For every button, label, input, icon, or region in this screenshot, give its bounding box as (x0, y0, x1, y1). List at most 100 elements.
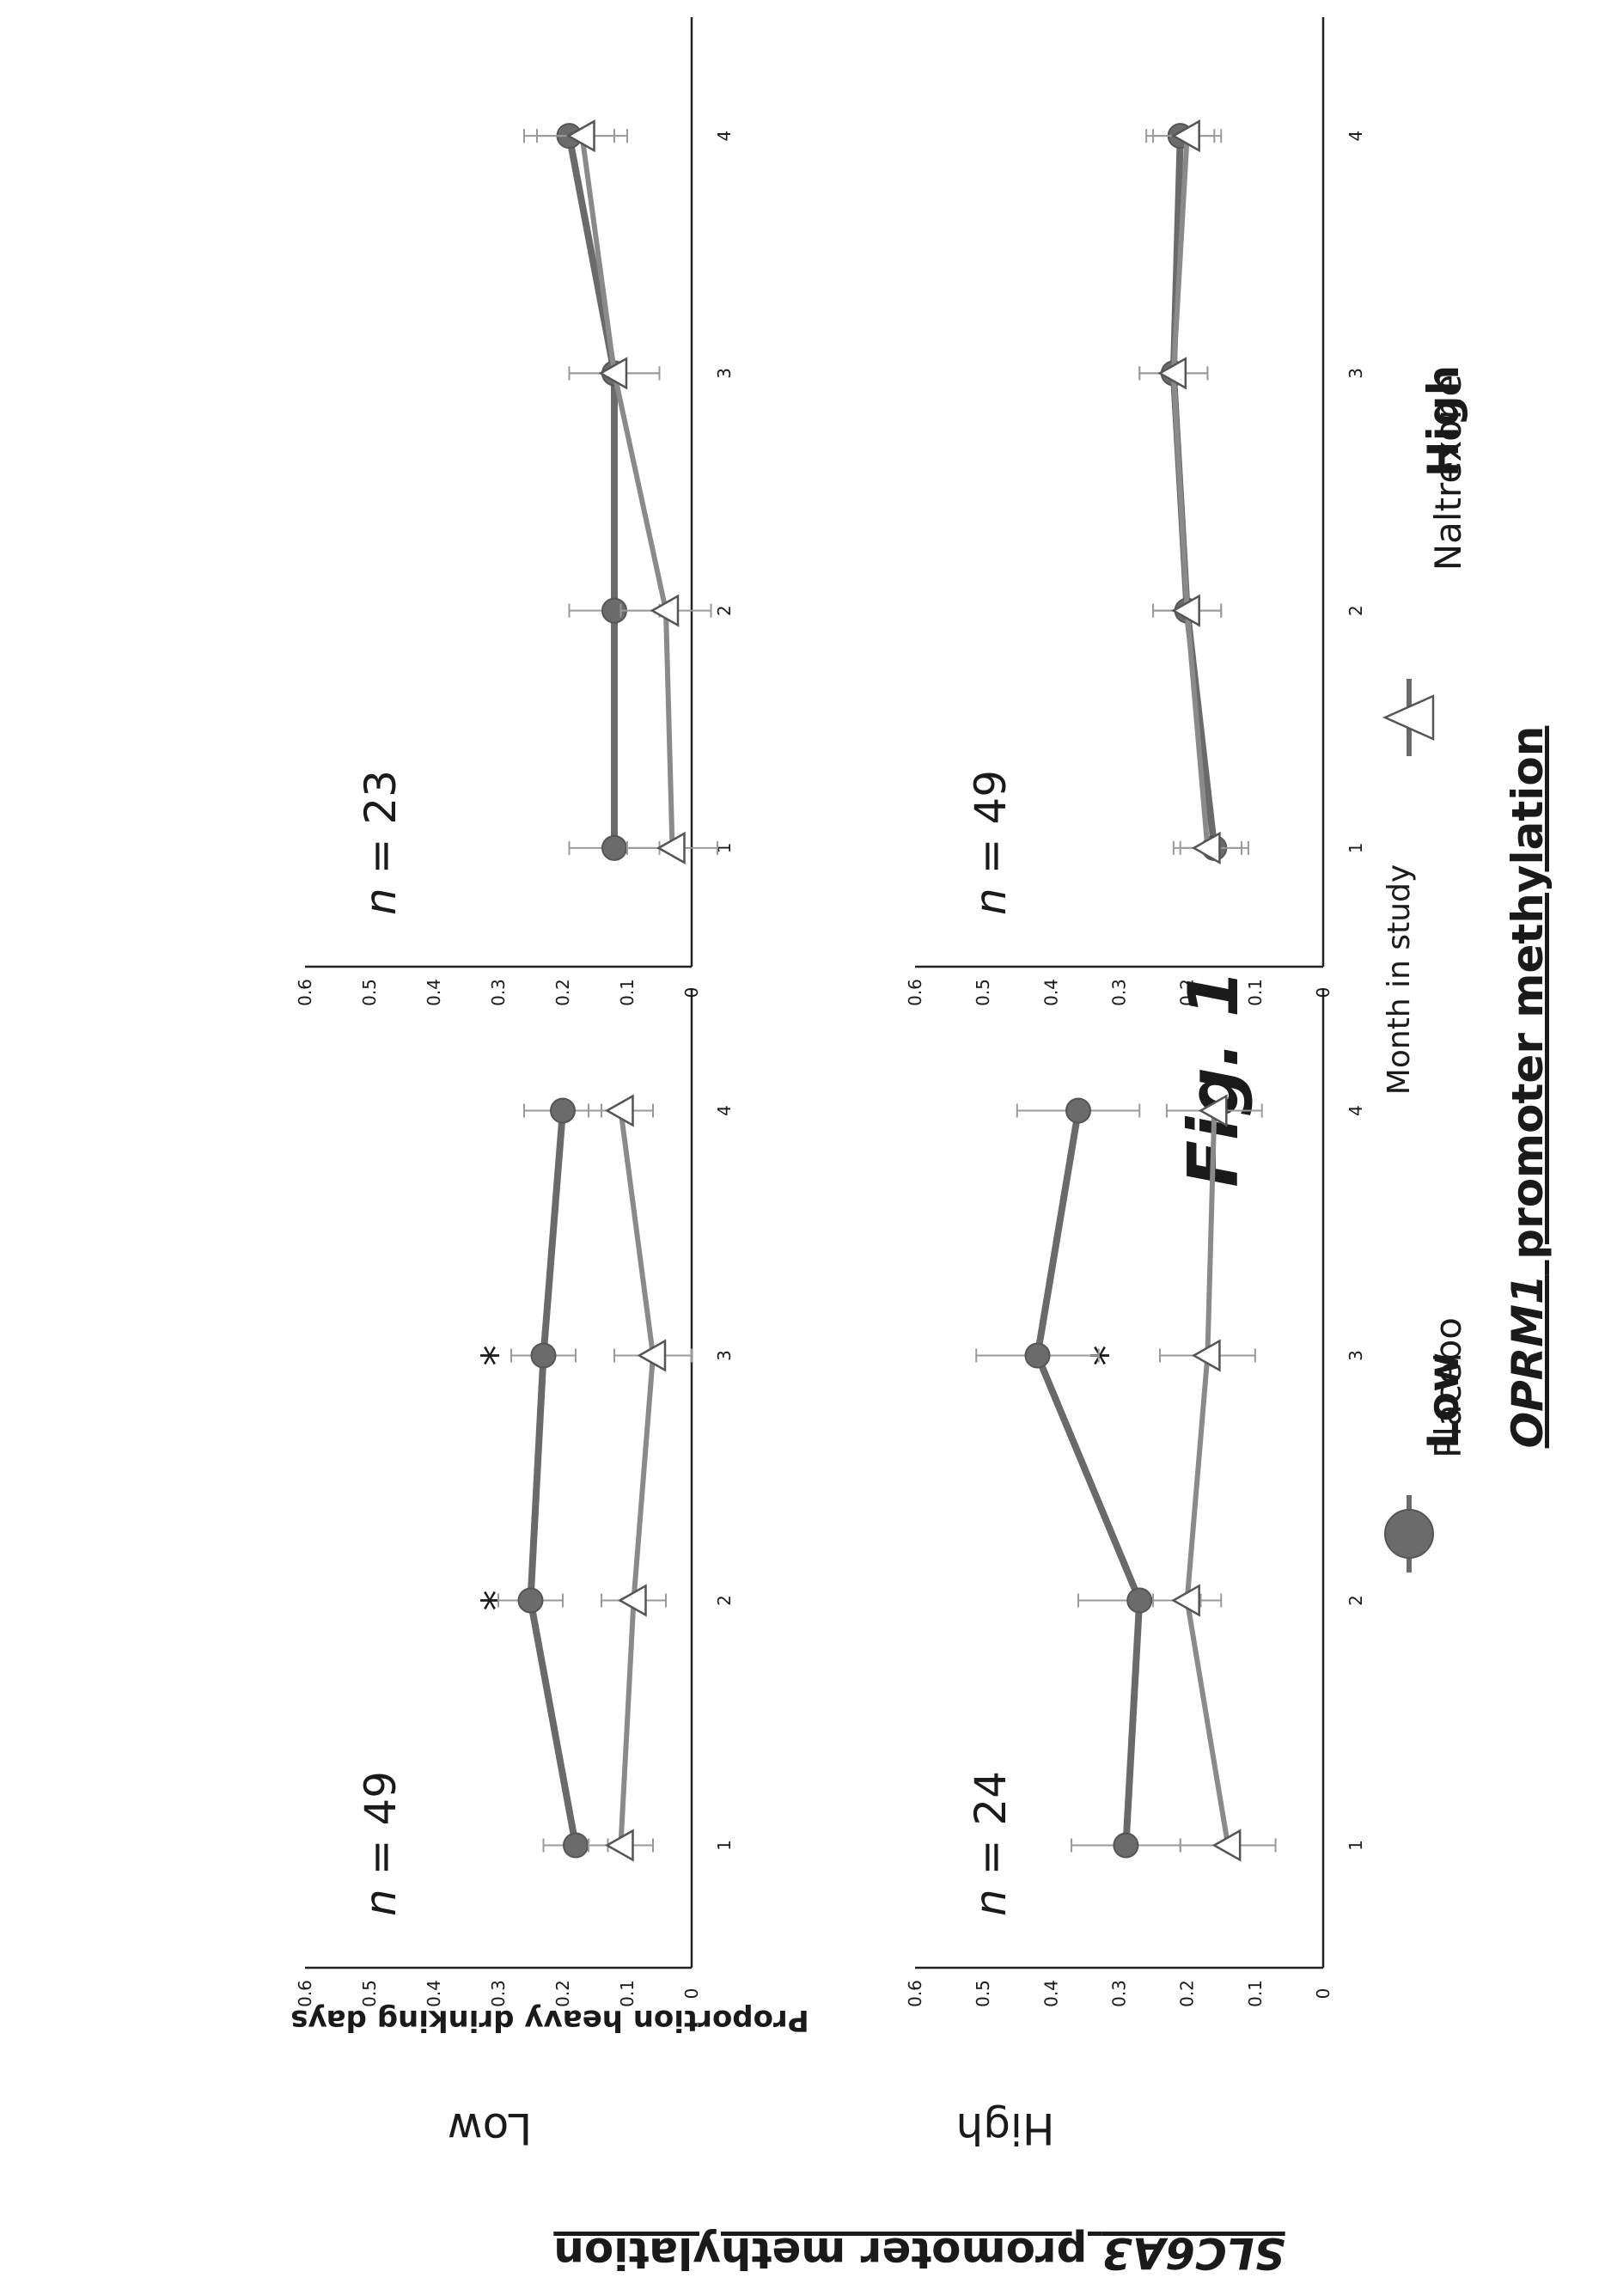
x-tick-label: 1 (1346, 1840, 1366, 1851)
top-heading-italic: OPRM1 (1503, 1274, 1553, 1448)
y-tick-label: 0.4 (424, 979, 444, 1006)
x-tick-label: 4 (714, 131, 735, 142)
legend-item-placebo: Placebo (1384, 1317, 1469, 1572)
naltrexone-line (618, 1110, 656, 1846)
x-tick-label: 1 (1346, 843, 1366, 854)
y-tick-label: 0.2 (1177, 1980, 1198, 2007)
legend-placebo-label: Placebo (1427, 1317, 1469, 1458)
y-tick-label: 0.5 (973, 979, 993, 1006)
naltrexone-point (1171, 1584, 1200, 1617)
placebo-point (530, 1342, 557, 1369)
naltrexone-point (598, 357, 628, 390)
naltrexone-point (1191, 831, 1221, 865)
side-heading-italic: SLC6A3 (1102, 2228, 1285, 2278)
placebo-point (1065, 1097, 1091, 1124)
legend-naltrexone-marker (1382, 694, 1435, 741)
naltrexone-point (1211, 1829, 1242, 1862)
x-tick-label: 4 (1346, 131, 1366, 142)
y-tick-label: 0 (681, 1988, 702, 2000)
top-heading: OPRM1 promoter methylation (1503, 726, 1553, 1449)
column-label-high: High (1419, 365, 1468, 477)
n-annotation: n = 49 (356, 1771, 406, 1916)
y-tick-label: 0.3 (1109, 1980, 1130, 2007)
x-tick-label: 3 (1346, 368, 1366, 379)
placebo-point (517, 1587, 544, 1614)
row-label-high: High (956, 2104, 1055, 2153)
x-tick-label: 2 (714, 1595, 735, 1606)
legend-naltrexone-label: Naltrexone (1427, 375, 1469, 571)
naltrexone-point (650, 594, 680, 627)
legend: Placebo Naltrexone (1382, 375, 1469, 1572)
naltrexone-point (1157, 357, 1187, 390)
placebo-point (1126, 1587, 1153, 1614)
y-axis-label: Proportion heavy drinking days (290, 2003, 809, 2037)
y-tick-label: 0.4 (1040, 1980, 1061, 2007)
placebo-line (527, 1110, 579, 1847)
legend-item-naltrexone: Naltrexone (1382, 375, 1469, 756)
y-tick-label: 0 (1313, 1988, 1333, 2000)
x-tick-label: 4 (714, 1105, 735, 1116)
y-tick-label: 0.4 (1040, 979, 1061, 1006)
y-tick-label: 0.2 (552, 979, 573, 1006)
placebo-point (550, 1097, 576, 1124)
y-tick-label: 0 (1313, 987, 1333, 998)
x-tick-label: 2 (714, 605, 735, 616)
naltrexone-point (1171, 594, 1200, 627)
naltrexone-line (1170, 135, 1211, 849)
placebo-point (601, 834, 627, 861)
x-tick-label: 4 (1346, 1105, 1366, 1116)
x-tick-label: 3 (714, 368, 735, 379)
legend-placebo-marker (1384, 1509, 1434, 1559)
x-tick-label: 1 (714, 1840, 735, 1851)
naltrexone-point (604, 1094, 634, 1127)
y-tick-label: 0.5 (973, 1980, 993, 2007)
placebo-point (1113, 1832, 1139, 1859)
n-annotation: n = 49 (966, 770, 1016, 915)
x-tick-label: 3 (1346, 1350, 1366, 1361)
side-heading-rest: promoter methylation (553, 2228, 1102, 2278)
y-tick-label: 0.6 (295, 979, 315, 1006)
naltrexone-point (617, 1584, 647, 1617)
n-annotation: n = 24 (966, 1771, 1016, 1916)
placebo-line (565, 135, 618, 848)
panel-high-high: 0 0.1 0.2 0.3 0.4 0.5 0.6 1 2 3 4 n = 49 (905, 17, 1366, 1006)
naltrexone-line (1184, 1110, 1231, 1846)
y-tick-label: 0.2 (552, 1980, 573, 2007)
naltrexone-point (637, 1339, 667, 1372)
y-tick-label: 0.3 (488, 979, 509, 1006)
y-tick-label: 0.3 (1109, 979, 1130, 1006)
side-heading: SLC6A3 promoter methylation (553, 2228, 1285, 2278)
naltrexone-point (656, 831, 686, 865)
x-axis-label: Month in study (1382, 864, 1417, 1095)
y-tick-label: 0.6 (905, 1980, 925, 2007)
naltrexone-point (1191, 1339, 1221, 1372)
y-tick-label: 0.1 (1245, 979, 1266, 1006)
n-annotation: n = 23 (356, 770, 406, 915)
y-tick-label: 0 (681, 987, 702, 998)
naltrexone-point (604, 1829, 634, 1862)
y-tick-label: 0.1 (617, 1980, 638, 2007)
y-tick-label: 0.5 (359, 979, 380, 1006)
placebo-point (563, 1832, 589, 1859)
column-label-low: Low (1419, 1353, 1468, 1449)
placebo-line (1034, 1109, 1144, 1846)
y-tick-label: 0.5 (359, 1980, 380, 2007)
y-tick-label: 0.3 (488, 1980, 509, 2007)
naltrexone-line (579, 135, 675, 848)
y-tick-label: 0.6 (905, 979, 925, 1006)
naltrexone-point (1198, 1094, 1228, 1127)
naltrexone-point (565, 119, 595, 153)
y-tick-label: 0.1 (1245, 1980, 1266, 2007)
row-label-low: Low (448, 2104, 532, 2153)
x-tick-label: 2 (1346, 1595, 1366, 1606)
x-tick-label: 3 (714, 1350, 735, 1361)
placebo-point (1024, 1342, 1051, 1369)
y-tick-label: 0.2 (1177, 979, 1198, 1006)
panel-high-low: 0 0.1 0.2 0.3 0.4 0.5 0.6 1 2 3 4 n = 23 (295, 17, 735, 1006)
y-tick-label: 0.4 (424, 1980, 444, 2007)
y-tick-label: 0.1 (617, 979, 638, 1006)
naltrexone-point (1171, 119, 1200, 153)
x-tick-label: 1 (714, 843, 735, 854)
